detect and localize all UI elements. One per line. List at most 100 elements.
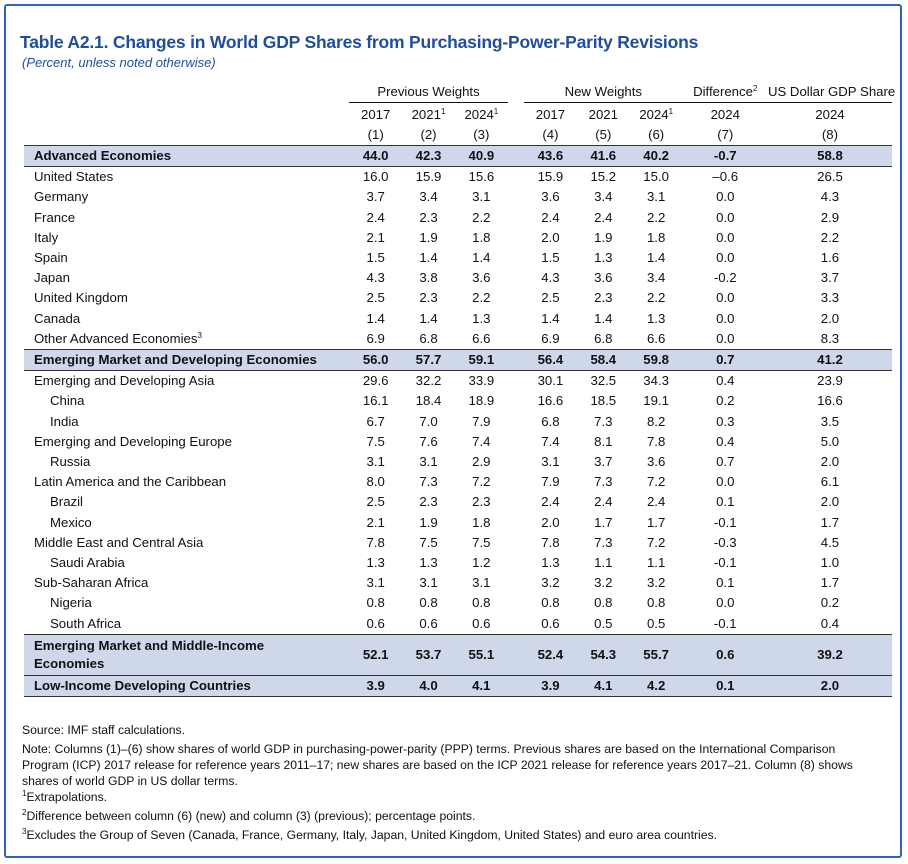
table-row: Emerging Market and Developing Economies…: [24, 349, 892, 372]
table-cell: 33.9: [468, 373, 495, 389]
table-cell: 15.0: [643, 169, 669, 185]
table-row: United Kingdom 2.5 2.3 2.2 2.5 2.3 2.2 0.0 3.3: [24, 288, 892, 308]
table-cell: 3.1: [366, 454, 385, 470]
table-cell: 4.5: [820, 534, 840, 550]
table-cell: 7.8: [646, 433, 666, 449]
column-number: (5): [595, 126, 612, 142]
table-cell: 2.0: [820, 494, 840, 510]
table-cell: 2.4: [594, 494, 613, 510]
table-title: Table A2.1. Changes in World GDP Shares …: [20, 32, 699, 52]
difference-header: Difference2: [682, 80, 768, 103]
table-row: Saudi Arabia 1.3 1.3 1.2 1.3 1.1 1.1 -0.1 1.0: [24, 553, 892, 573]
table-cell: 55.1: [454, 633, 508, 676]
table-cell: 54.3: [576, 633, 630, 676]
table-cell: 6.8: [541, 413, 560, 429]
table-cell: 7.9: [541, 474, 560, 490]
table-cell: 3.6: [541, 189, 560, 205]
table-cell: 0.0: [716, 310, 735, 326]
row-label: India: [50, 413, 79, 429]
table-cell: 7.8: [541, 534, 560, 550]
table-cell: 1.3: [472, 310, 491, 326]
row-label: Emerging and Developing Europe: [34, 433, 232, 449]
table-cell: 4.1: [576, 674, 630, 698]
table-cell: 3.8: [419, 270, 438, 286]
table-cell: 16.6: [537, 393, 564, 409]
table-cell: 0.4: [716, 373, 735, 389]
column-number: (4): [542, 126, 559, 142]
table-cell: 0.8: [366, 595, 385, 611]
table-cell: -0.1: [713, 555, 737, 571]
table-cell: 2.0: [820, 454, 840, 470]
table-row: United States 16.0 15.9 15.6 15.9 15.2 15.0 –0.…: [24, 167, 892, 188]
table-cell: 1.1: [646, 555, 666, 571]
table-cell: 2.1: [366, 229, 385, 245]
table-cell: 3.1: [646, 189, 666, 205]
table-cell: 59.8: [629, 349, 683, 372]
table-cell: 7.3: [594, 534, 613, 550]
table-cell: 3.4: [594, 189, 613, 205]
table-row: Emerging and Developing Asia 29.6 32.2 33.9…: [24, 371, 892, 392]
table-cell: 1.6: [820, 250, 840, 266]
row-label: Mexico: [50, 514, 92, 530]
general-note: Note: Columns (1)–(6) show shares of wor…: [22, 742, 853, 788]
table-cell: 15.6: [468, 169, 495, 185]
table-cell: 26.5: [817, 169, 843, 185]
table-cell: 15.2: [590, 169, 617, 185]
table-cell: 52.1: [349, 633, 403, 676]
data-table-wrapper: Previous Weights New Weights Difference2…: [24, 80, 895, 698]
year-header: 2017: [535, 107, 566, 122]
table-cell: 58.8: [767, 144, 892, 168]
table-cell: 1.9: [594, 229, 613, 245]
table-cell: 7.4: [541, 433, 560, 449]
table-cell: 6.1: [820, 474, 840, 490]
table-cell: 2.3: [419, 290, 438, 306]
table-cell: 4.3: [541, 270, 560, 286]
table-cell: 18.4: [415, 393, 442, 409]
table-cell: 6.8: [419, 330, 438, 346]
table-cell: 8.1: [594, 433, 613, 449]
table-cell: 16.6: [817, 393, 843, 409]
table-cell: 16.1: [362, 393, 389, 409]
table-cell: 1.7: [820, 514, 840, 530]
table-cell: 7.3: [594, 413, 613, 429]
table-row: India 6.7 7.0 7.9 6.8 7.3 8.2 0.3 3.5: [24, 412, 892, 432]
table-cell: 3.1: [419, 575, 438, 591]
row-label: Middle East and Central Asia: [34, 534, 204, 550]
table-cell: 6.9: [541, 330, 560, 346]
table-cell: 1.5: [541, 250, 560, 266]
table-cell: 2.5: [541, 290, 560, 306]
table-cell: 1.3: [594, 250, 613, 266]
table-cell: 7.2: [472, 474, 491, 490]
table-cell: 8.3: [820, 330, 840, 346]
table-row: France 2.4 2.3 2.2 2.4 2.4 2.2 0.0 2.9: [24, 208, 892, 228]
year-header: 2024: [710, 107, 740, 122]
table-cell: 0.7: [716, 454, 735, 470]
table-cell: 1.7: [646, 514, 666, 530]
table-cell: 6.8: [594, 330, 613, 346]
footnote-1: 1Extrapolations.: [22, 789, 108, 805]
table-row: Other Advanced Economies3 6.9 6.8 6.6 6.9 6.8…: [24, 329, 892, 350]
table-cell: 2.4: [541, 209, 560, 225]
table-cell: 1.4: [419, 310, 438, 326]
table-cell: 7.5: [419, 534, 438, 550]
table-row: Emerging and Developing Europe 7.5 7.6 7.4 7…: [24, 432, 892, 452]
table-cell: 52.4: [524, 633, 577, 676]
table-cell: 32.2: [415, 373, 442, 389]
table-cell: 2.3: [419, 494, 438, 510]
table-cell: 2.3: [472, 494, 491, 510]
table-cell: 19.1: [643, 393, 669, 409]
table-cell: 2.4: [594, 209, 613, 225]
row-label: United Kingdom: [34, 290, 128, 306]
table-row: Germany 3.7 3.4 3.1 3.6 3.4 3.1 0.0 4.3: [24, 187, 892, 207]
table-cell: 4.3: [366, 270, 385, 286]
table-cell: 3.6: [472, 270, 491, 286]
table-cell: 2.5: [366, 290, 385, 306]
table-cell: 2.0: [767, 674, 892, 698]
table-cell: 1.0: [820, 555, 840, 571]
table-cell: 39.2: [767, 633, 892, 676]
row-label: Saudi Arabia: [50, 555, 125, 571]
table-cell: 2.0: [541, 514, 560, 530]
table-cell: 2.1: [366, 514, 385, 530]
table-cell: 0.7: [682, 349, 768, 372]
table-cell: –0.6: [712, 169, 739, 185]
